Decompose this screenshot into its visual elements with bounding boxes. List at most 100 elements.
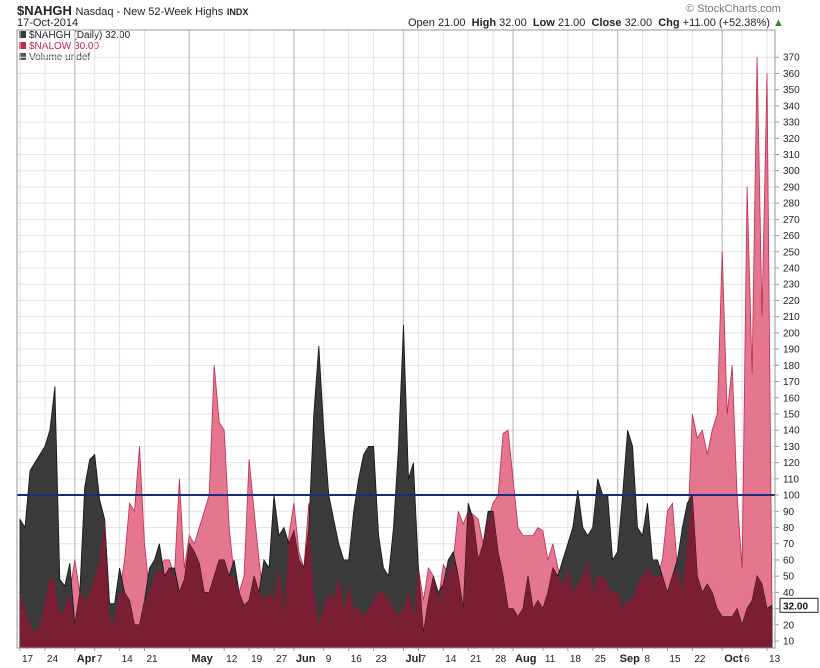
x-tick-label: 11 <box>545 654 556 665</box>
x-tick-label: Jun <box>296 653 316 665</box>
y-tick-label: 320 <box>783 134 800 145</box>
y-tick-label: 260 <box>783 231 800 242</box>
series-areas <box>19 57 773 648</box>
last-value-box <box>779 597 819 613</box>
x-tick-label: 15 <box>669 654 681 665</box>
x-tick-label: 23 <box>376 654 388 665</box>
legend-lows: $NALOW 30.00 <box>19 41 99 52</box>
symbol-description: Nasdaq - New 52-Week Highs <box>75 6 224 18</box>
series-area-overlap <box>20 495 772 648</box>
y-tick-label: 250 <box>783 247 800 258</box>
y-tick-label: 100 <box>783 491 800 502</box>
y-tick-label: 120 <box>783 458 800 469</box>
y-tick-label: 110 <box>783 474 799 485</box>
low-label: Low <box>532 17 555 29</box>
y-tick-label: 310 <box>783 150 800 161</box>
x-tick-label: Oct <box>724 653 743 665</box>
y-tick-label: 340 <box>783 101 800 112</box>
open-label: Open <box>408 17 435 29</box>
chart-date: 17-Oct-2014 <box>17 17 79 29</box>
y-tick-label: 240 <box>783 264 800 275</box>
x-tick-label: Aug <box>515 653 536 665</box>
x-tick-label: 13 <box>769 654 781 665</box>
x-tick-label: 24 <box>47 654 59 665</box>
y-tick-label: 150 <box>783 409 800 420</box>
y-axis: 1020304050607080901001101201301401501601… <box>775 53 800 648</box>
x-axis: 17 24 Apr 7 14 21 May 12 19 27 Jun 9 16 23 Jul 7 14 21 28 A… <box>19 648 781 665</box>
chg-value: +11.00 (+52.38%) <box>682 17 770 29</box>
x-tick-label: May <box>191 653 213 665</box>
y-tick-label: 130 <box>783 442 800 453</box>
x-tick-label: 18 <box>570 654 582 665</box>
open-value: 21.00 <box>437 17 466 29</box>
x-tick-label: 12 <box>226 654 238 665</box>
y-tick-label: 70 <box>783 539 795 550</box>
x-tick-label: 25 <box>595 654 607 665</box>
y-tick-label: 60 <box>783 555 795 566</box>
y-tick-label: 80 <box>783 523 795 534</box>
ohlc-readout: Open 21.00 High 32.00 Low 21.00 Close 32… <box>408 17 784 29</box>
y-tick-label: 280 <box>783 199 800 210</box>
y-tick-label: 200 <box>783 328 800 339</box>
chart-title: $NAHGH Nasdaq - New 52-Week Highs INDX <box>17 3 248 18</box>
legend-label-highs: $NAHGH (Daily) 32.00 <box>29 30 131 41</box>
x-tick-label: 21 <box>147 654 159 665</box>
x-tick-label: 28 <box>495 654 507 665</box>
y-tick-label: 270 <box>783 215 800 226</box>
high-label: High <box>471 17 497 29</box>
y-tick-label: 180 <box>783 361 800 372</box>
y-tick-label: 220 <box>783 296 800 307</box>
legend-swatch-volume <box>19 53 26 60</box>
y-tick-label: 50 <box>783 572 795 583</box>
symbol-exchange: INDX <box>226 7 249 17</box>
x-tick-label: 21 <box>470 654 482 665</box>
x-tick-label: Apr <box>77 653 97 665</box>
x-tick-label: 7 <box>420 654 426 665</box>
close-value: 32.00 <box>624 17 653 29</box>
x-tick-label: Sep <box>620 653 640 665</box>
x-tick-label: 22 <box>694 654 706 665</box>
legend-highs: $NAHGH (Daily) 32.00 <box>19 30 130 41</box>
y-tick-label: 140 <box>783 426 800 437</box>
y-tick-label: 20 <box>783 620 795 631</box>
y-tick-label: 90 <box>783 507 795 518</box>
y-tick-label: 230 <box>783 280 800 291</box>
y-tick-label: 290 <box>783 182 800 193</box>
symbol-ticker: $NAHGH <box>17 3 72 18</box>
y-tick-label: 330 <box>783 118 800 129</box>
x-tick-label: 14 <box>122 654 134 665</box>
x-tick-label: 9 <box>326 654 332 665</box>
x-tick-label: 16 <box>351 654 363 665</box>
plot-frame <box>16 29 776 649</box>
legend-label-lows: $NALOW 30.00 <box>29 41 100 52</box>
high-value: 32.00 <box>499 17 527 29</box>
y-tick-label: 40 <box>783 588 795 599</box>
x-tick-label: 8 <box>645 654 651 665</box>
y-tick-label: 350 <box>783 85 800 96</box>
last-value-marker: 32.00 <box>779 597 819 613</box>
x-tick-label: 27 <box>276 654 288 665</box>
low-value: 21.00 <box>557 17 586 29</box>
close-label: Close <box>591 17 622 29</box>
y-tick-label: 300 <box>783 166 800 177</box>
legend-swatch-highs <box>19 31 26 38</box>
y-tick-label: 160 <box>783 393 800 404</box>
brand-watermark[interactable]: © StockCharts.com <box>686 3 781 15</box>
y-tick-label: 370 <box>783 53 800 64</box>
y-tick-label: 190 <box>783 345 800 356</box>
last-value-label: 32.00 <box>783 601 808 612</box>
x-tick-label: 14 <box>445 654 457 665</box>
chg-up-arrow-icon: ▲ <box>772 17 784 29</box>
x-tick-label: 19 <box>251 654 263 665</box>
y-tick-label: 10 <box>783 637 795 648</box>
x-tick-label: Jul <box>405 653 421 665</box>
y-tick-label: 210 <box>783 312 800 323</box>
y-tick-label: 360 <box>783 69 800 80</box>
x-tick-label: 6 <box>744 654 750 665</box>
x-tick-label: 17 <box>22 654 34 665</box>
chg-label: Chg <box>658 17 680 29</box>
x-tick-label: 7 <box>97 654 103 665</box>
y-tick-label: 170 <box>783 377 800 388</box>
series-area-nahgh <box>19 324 773 648</box>
